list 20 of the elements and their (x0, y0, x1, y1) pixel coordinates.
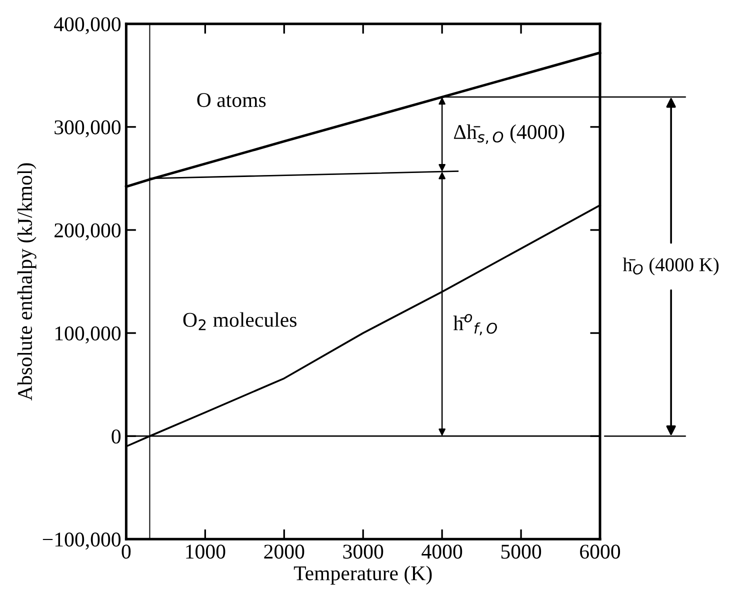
y-tick-label: −100,000 (42, 532, 121, 550)
x-tick-label: 5000 (501, 544, 542, 559)
annotation: h̄$^{o}$$_{f,O}$ (453, 314, 497, 336)
y-tick-label: 100,000 (55, 326, 121, 344)
x-tick-label: 2000 (264, 544, 304, 559)
x-axis-title: Temperature (K) (294, 566, 432, 585)
x-tick-label: 1000 (186, 544, 226, 559)
text: h̄$_{O}$ (4000 K) (622, 258, 719, 276)
series-label: O$_{2}$ molecules (183, 312, 296, 330)
x-tick-label: 4000 (422, 544, 462, 559)
series-label: O atoms (197, 93, 266, 108)
y-tick-label: 200,000 (54, 223, 121, 240)
x-tick-label: 3000 (343, 544, 384, 559)
x-tick-label: 6000 (580, 544, 620, 559)
x-tick-label: 0 (122, 544, 131, 559)
y-axis-title: Absolute enthalpy (kJ/kmol) (17, 163, 36, 401)
annotation: Δh̄$_{s,O}$ (4000) (454, 124, 564, 144)
y-tick-label: 400,000 (54, 17, 121, 34)
y-tick-label: 0 (112, 429, 121, 444)
y-tick-label: 300,000 (54, 120, 121, 138)
